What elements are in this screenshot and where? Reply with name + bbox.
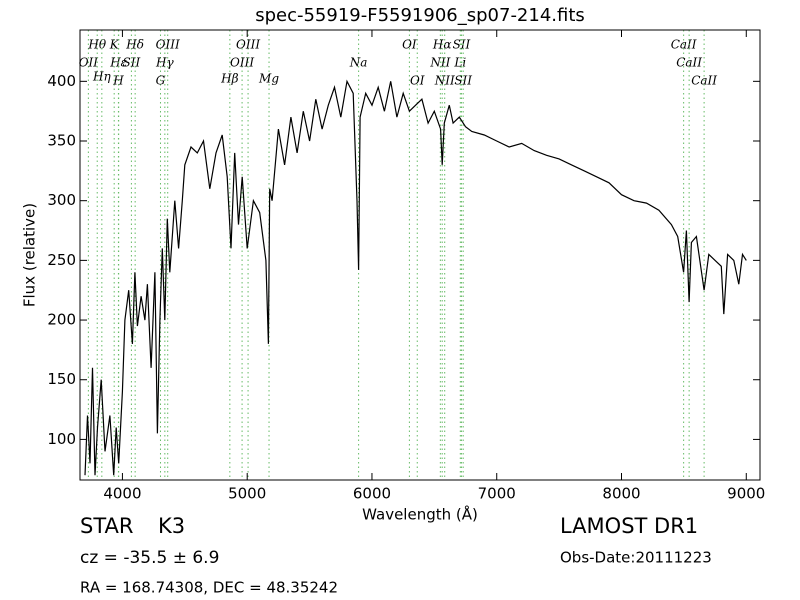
feature-label: Hγ xyxy=(155,56,174,70)
feature-label: SII xyxy=(123,56,141,70)
feature-label: K xyxy=(109,38,120,52)
feature-label: G xyxy=(156,74,166,88)
feature-label: CaII xyxy=(691,74,717,88)
y-tick-label: 300 xyxy=(47,191,76,209)
x-axis-label: Wavelength (Å) xyxy=(362,505,478,524)
x-tick-label: 7000 xyxy=(478,485,516,503)
y-tick-label: 100 xyxy=(47,430,76,448)
feature-label: Li xyxy=(453,56,466,70)
feature-label: OIII xyxy=(230,56,254,70)
feature-label: Hθ xyxy=(87,38,106,52)
y-tick-label: 350 xyxy=(47,132,76,150)
spectrum-line xyxy=(84,79,747,476)
feature-label: NII xyxy=(429,56,450,70)
obs-date: Obs-Date:20111223 xyxy=(560,549,712,567)
feature-label: H xyxy=(112,74,124,88)
y-tick-label: 150 xyxy=(47,370,76,388)
subclass: K3 xyxy=(158,514,185,538)
feature-label: Hα xyxy=(432,38,452,52)
x-tick-label: 9000 xyxy=(727,485,765,503)
x-tick-label: 5000 xyxy=(228,485,266,503)
feature-label: Na xyxy=(349,56,368,70)
feature-label: CaII xyxy=(671,38,697,52)
plot-frame xyxy=(79,29,761,481)
y-tick-label: 250 xyxy=(47,251,76,269)
feature-label: OII xyxy=(79,56,99,70)
redshift: cz = -35.5 ± 6.9 xyxy=(80,548,219,568)
y-tick-label: 400 xyxy=(47,72,76,90)
feature-label: Hβ xyxy=(220,72,238,86)
feature-label: OI xyxy=(410,74,425,88)
y-tick-label: 200 xyxy=(47,311,76,329)
feature-label: OIII xyxy=(236,38,260,52)
feature-label: CaII xyxy=(676,56,702,70)
feature-label: NII xyxy=(434,74,455,88)
feature-label: Hη xyxy=(92,70,111,84)
feature-label: SII xyxy=(453,38,471,52)
x-tick-label: 8000 xyxy=(602,485,640,503)
coordinates: RA = 168.74308, DEC = 48.35242 xyxy=(80,579,338,597)
y-axis-label: Flux (relative) xyxy=(21,203,39,307)
chart-title: spec-55919-F5591906_sp07-214.fits xyxy=(255,5,585,26)
x-tick-label: 6000 xyxy=(353,485,391,503)
feature-label: SII xyxy=(454,74,472,88)
feature-label: Hδ xyxy=(125,38,144,52)
object-class: STAR xyxy=(80,514,133,538)
survey: LAMOST DR1 xyxy=(560,514,698,538)
feature-label: OI xyxy=(402,38,417,52)
feature-label: OIII xyxy=(156,38,180,52)
feature-label: Mg xyxy=(258,72,279,86)
x-tick-label: 4000 xyxy=(103,485,141,503)
